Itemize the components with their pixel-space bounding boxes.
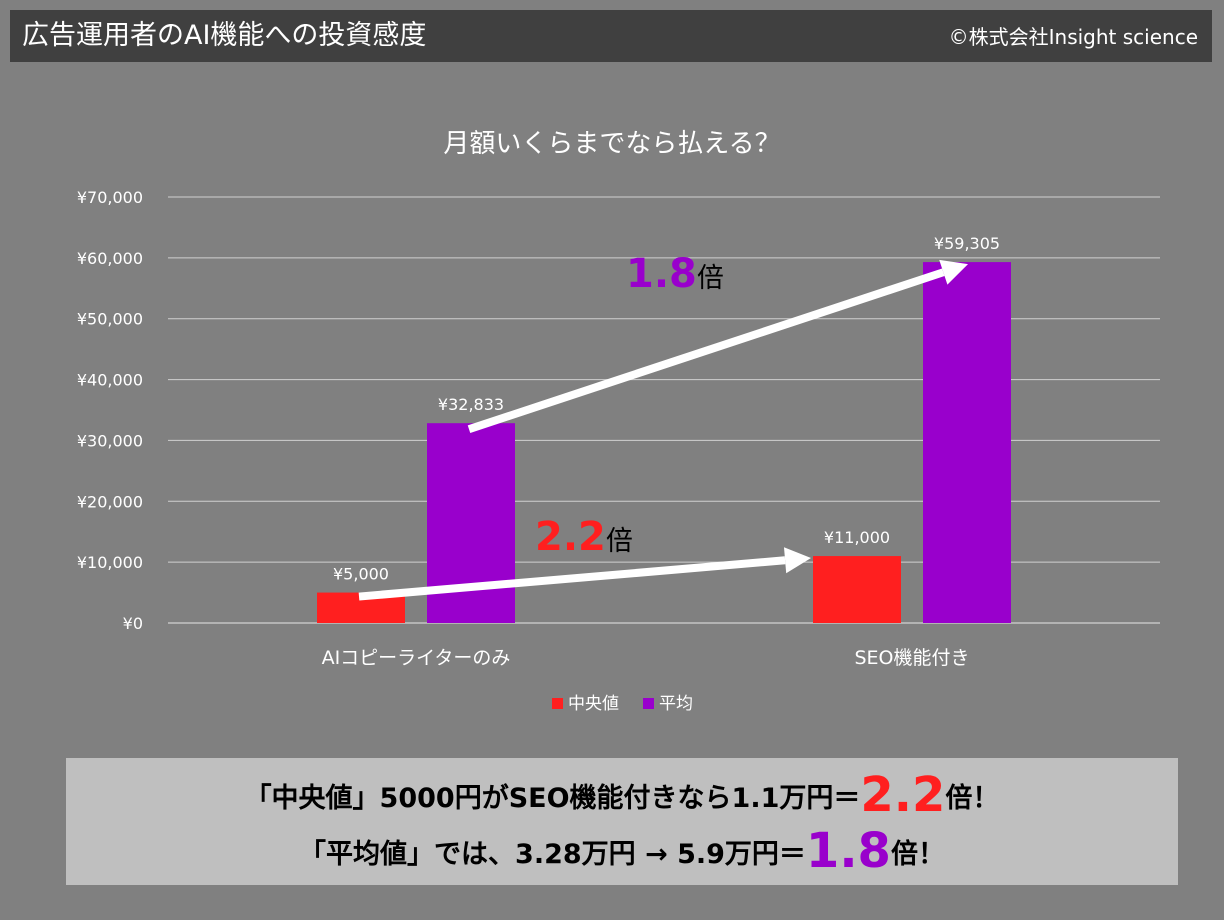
y-tick-label: ¥0	[123, 614, 143, 633]
y-tick-label: ¥20,000	[77, 492, 143, 511]
data-label: ¥11,000	[824, 528, 890, 547]
data-label: ¥32,833	[438, 395, 504, 414]
summary-line-median: 「中央値」5000円がSEO機能付きなら1.1万円＝2.2倍！	[66, 770, 1178, 824]
summary-box: 「中央値」5000円がSEO機能付きなら1.1万円＝2.2倍！ 「平均値」では、…	[66, 758, 1178, 885]
growth-annotation-suffix: 倍	[697, 263, 724, 294]
y-tick-label: ¥50,000	[77, 310, 143, 329]
chart-title: 月額いくらまでなら払える？	[443, 129, 780, 159]
mean-growth-arrow-shaft	[467, 268, 945, 433]
summary-mean-value: 1.8	[805, 823, 891, 879]
summary-line-mean: 「平均値」では、3.28万円 → 5.9万円＝1.8倍！	[66, 826, 1178, 880]
y-tick-label: ¥10,000	[77, 553, 143, 572]
y-tick-label: ¥70,000	[77, 188, 143, 207]
growth-annotation-suffix: 倍	[606, 526, 633, 557]
summary-mean-suffix: 倍！	[890, 839, 945, 870]
growth-annotation-value: 1.8	[626, 251, 697, 297]
bar-median	[813, 556, 901, 623]
x-category-label: AIコピーライターのみ	[322, 647, 511, 669]
bar-chart: 月額いくらまでなら払える？ ¥0 ¥10,000 ¥20,000 ¥30,000 ¥40,…	[77, 129, 1160, 714]
median-growth-arrow-head	[783, 547, 811, 574]
x-category-label: SEO機能付き	[854, 647, 969, 669]
legend-swatch	[643, 698, 654, 709]
summary-mean-text: 「平均値」では、3.28万円 → 5.9万円＝	[299, 839, 806, 870]
growth-annotation: 1.8倍	[626, 251, 724, 297]
summary-median-value: 2.2	[860, 767, 946, 823]
copyright-notice: ©株式会社Insight science	[948, 25, 1198, 49]
bar-mean	[923, 262, 1011, 623]
mean-growth-arrow-head	[939, 259, 968, 285]
median-growth-arrow-shaft	[358, 556, 786, 601]
growth-annotation: 2.2倍	[535, 514, 633, 560]
y-tick-label: ¥40,000	[77, 371, 143, 390]
summary-median-suffix: 倍！	[945, 783, 1000, 814]
legend-label: 平均	[659, 694, 693, 714]
data-label: ¥59,305	[934, 234, 1000, 253]
data-label: ¥5,000	[333, 565, 389, 584]
page-title: 広告運用者のAI機能への投資感度	[22, 20, 427, 51]
title-bar: 広告運用者のAI機能への投資感度 ©株式会社Insight science	[10, 10, 1212, 62]
y-tick-label: ¥30,000	[77, 431, 143, 450]
summary-median-text: 「中央値」5000円がSEO機能付きなら1.1万円＝	[244, 783, 861, 814]
legend-label: 中央値	[568, 694, 619, 714]
growth-annotation-value: 2.2	[535, 514, 606, 560]
y-tick-label: ¥60,000	[77, 249, 143, 268]
legend-swatch	[552, 698, 563, 709]
